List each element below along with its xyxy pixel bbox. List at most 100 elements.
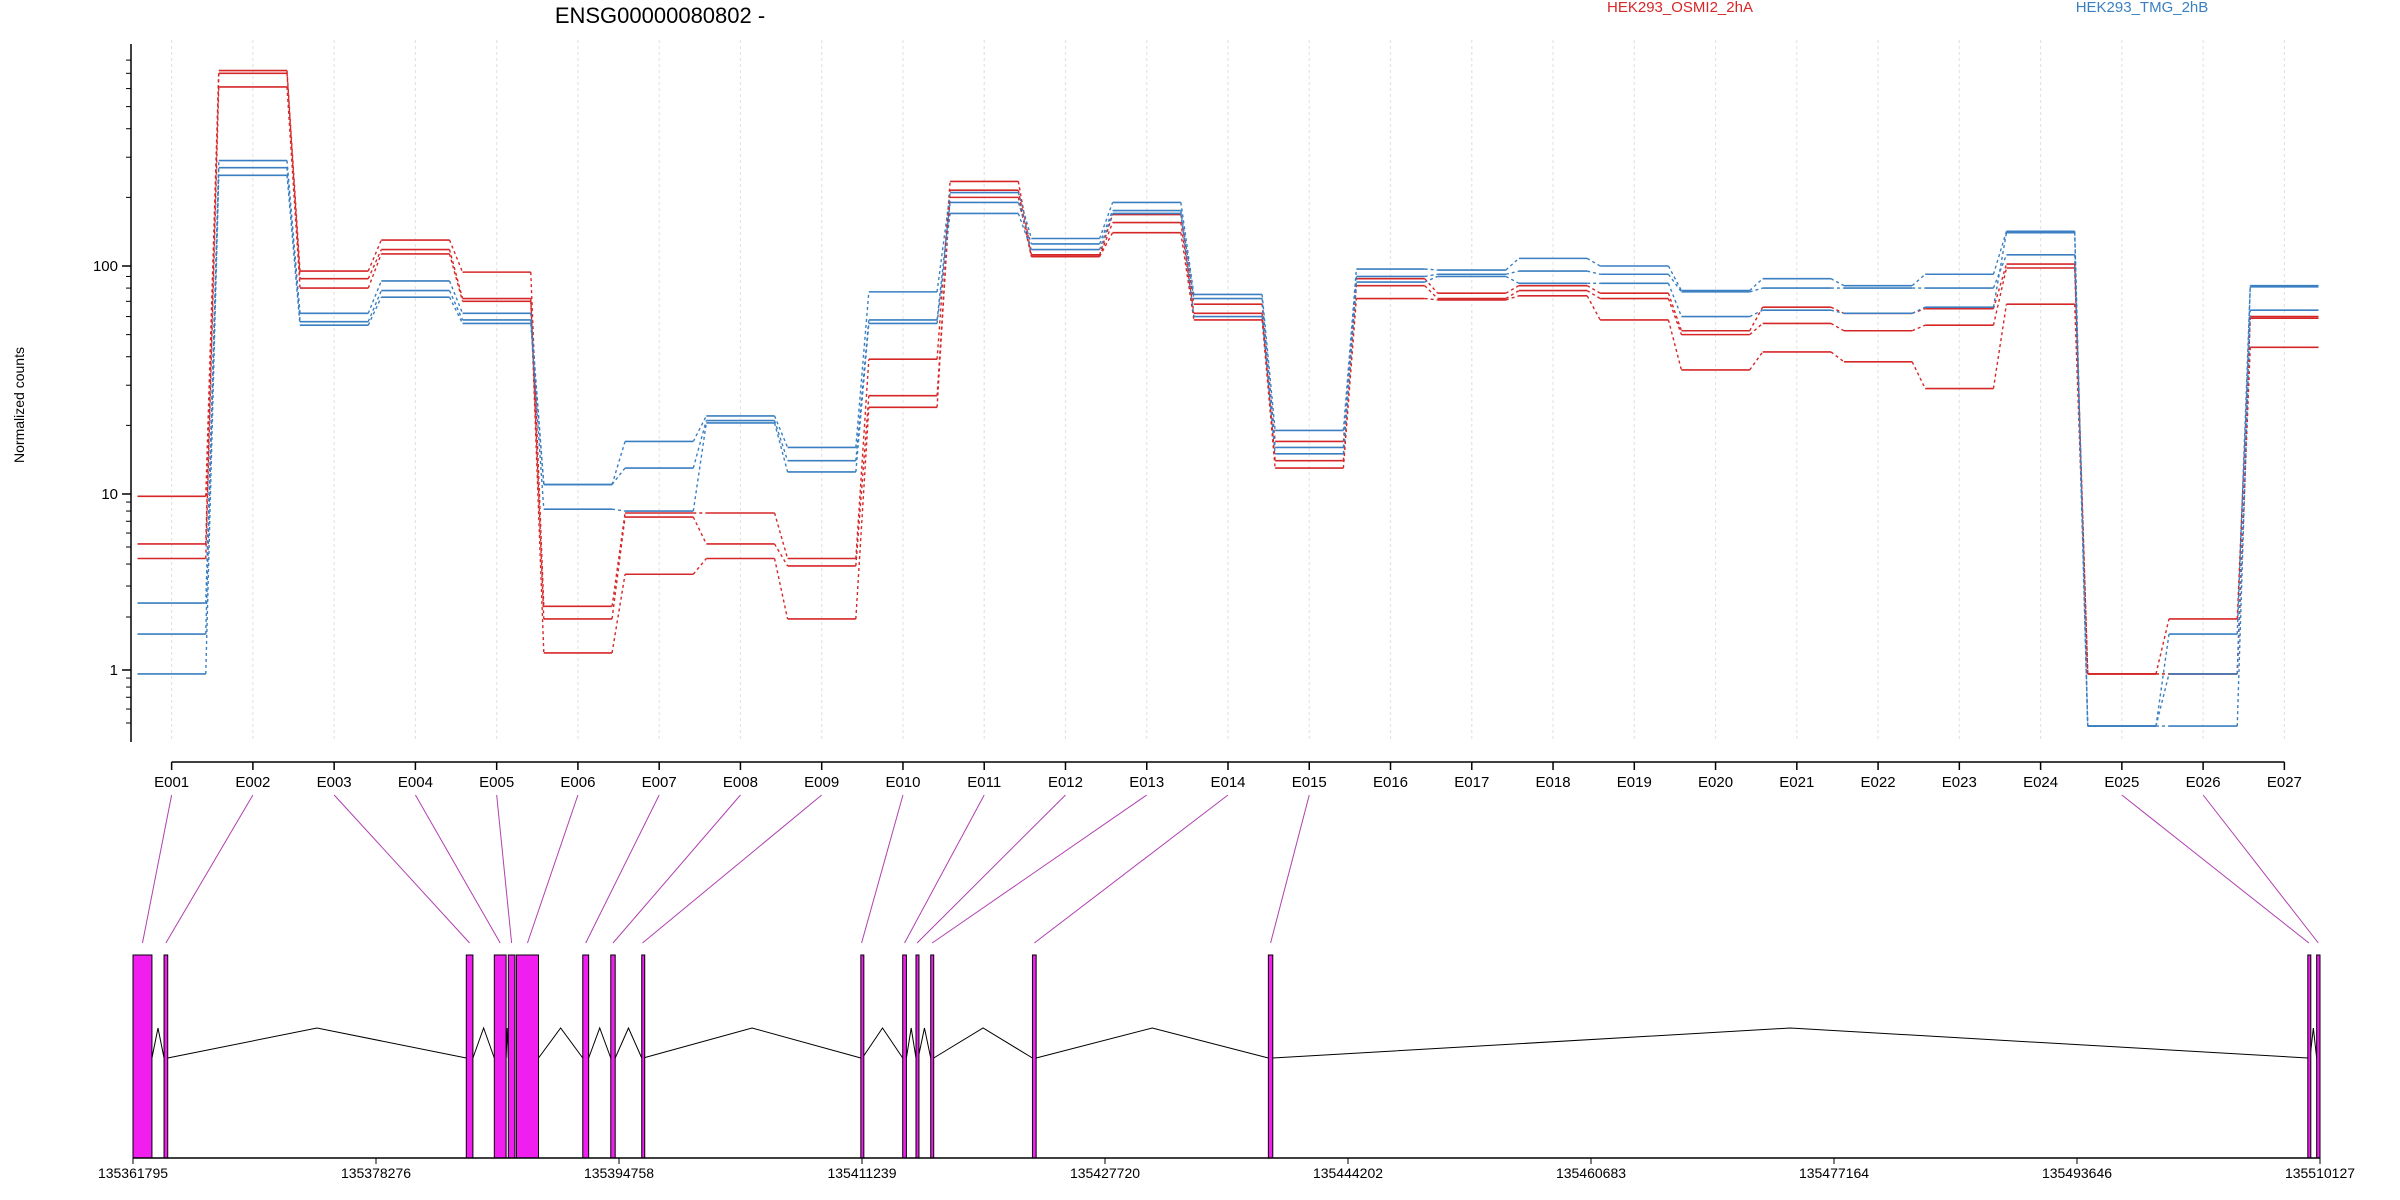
x-tick-label: E008 — [723, 774, 758, 791]
exon-connector — [414, 794, 501, 944]
x-tick-label: E018 — [1536, 774, 1571, 791]
x-tick-label: E002 — [235, 774, 270, 791]
series-connector — [1424, 285, 1439, 300]
exon-E015 — [1267, 954, 1274, 1159]
x-tick-label: E003 — [317, 774, 352, 791]
series-connector — [1911, 324, 1926, 332]
series-connector — [1098, 202, 1114, 239]
series-connector — [1180, 232, 1195, 321]
intron — [151, 1027, 165, 1059]
series-connector — [1830, 278, 1845, 287]
series-connector — [1586, 257, 1601, 267]
series-connector — [1098, 232, 1114, 257]
x-tick-label: E025 — [2104, 774, 2139, 791]
x-tick-label: E026 — [2186, 774, 2221, 791]
series-connector — [1992, 231, 2008, 275]
series-connector — [1586, 295, 1601, 321]
exon-E025 — [2307, 954, 2312, 1159]
exon-connector — [861, 794, 904, 944]
exon-E006 — [515, 954, 540, 1159]
series-connector — [205, 167, 220, 635]
legend-entry-osmi2: HEK293_OSMI2_2hA — [1607, 0, 1753, 16]
series-connector — [692, 558, 707, 575]
series-connector — [611, 516, 626, 620]
series-lines — [137, 69, 2319, 727]
series-connector — [773, 512, 789, 559]
series-connector — [1505, 285, 1520, 294]
exon-connector — [916, 794, 1066, 944]
x-tick-label: E021 — [1779, 774, 1814, 791]
series-connector — [367, 280, 382, 314]
intron — [905, 1027, 917, 1059]
series-connector — [1342, 298, 1358, 469]
x-tick-label: E004 — [398, 774, 433, 791]
exon-connector — [527, 794, 579, 944]
series-connector — [2074, 304, 2089, 674]
series-connector — [1261, 298, 1276, 448]
series-connector — [1505, 275, 1520, 284]
y-tick-label: 1 — [110, 662, 118, 679]
exon-connector — [1270, 794, 1310, 944]
series-connector — [367, 296, 382, 326]
series-connector — [286, 73, 301, 279]
series-6 — [137, 174, 2319, 727]
series-connector — [611, 574, 626, 654]
exon-connectors — [141, 794, 2319, 944]
series-connector — [205, 86, 220, 559]
series-connector — [1342, 268, 1358, 431]
x-tick-label: E010 — [885, 774, 920, 791]
series-connector — [855, 407, 870, 619]
exon-E012 — [915, 954, 920, 1159]
series-connector — [1830, 351, 1845, 363]
genomic-tick-label: 135378276 — [341, 1165, 411, 1181]
x-axis: E001 E002 E003 E004 E005 E006 E007 E008 E009 E010… — [154, 761, 2302, 791]
series-connector — [205, 175, 220, 674]
series-connector — [1261, 316, 1276, 454]
series-connector — [1424, 268, 1438, 271]
series-connector — [530, 301, 545, 653]
series-connector — [1749, 278, 1764, 292]
series-connector — [286, 175, 301, 326]
series-connector — [936, 192, 951, 292]
series-connector — [1586, 285, 1601, 294]
series-connector — [1992, 304, 2008, 389]
series-connector — [1261, 294, 1276, 431]
series-connector — [1911, 361, 1926, 389]
series-connector — [1098, 213, 1114, 250]
series-connector — [1667, 273, 1682, 293]
series-connector — [1017, 213, 1033, 250]
series-connector — [855, 359, 870, 559]
y-axis: 1 10 100 — [93, 44, 132, 742]
series-connector — [1017, 202, 1033, 245]
series-connector — [692, 422, 708, 512]
x-tick-label: E006 — [560, 774, 595, 791]
series-connector — [1505, 290, 1520, 300]
series-connector — [448, 253, 464, 302]
series-connector — [773, 422, 789, 473]
series-connector — [936, 202, 951, 321]
exon-E008 — [610, 954, 616, 1159]
x-tick-label: E019 — [1617, 774, 1652, 791]
exon-E007 — [582, 954, 590, 1159]
exon-connector — [2202, 794, 2319, 944]
series-connector — [2074, 232, 2089, 727]
x-tick-label: E013 — [1129, 774, 1164, 791]
exon-connector — [496, 794, 513, 944]
exon-connector — [2121, 794, 2310, 944]
series-connector — [1830, 306, 1845, 314]
intron — [167, 1027, 467, 1059]
exon-connector — [904, 794, 985, 944]
genomic-tick-label: 135411239 — [827, 1165, 896, 1181]
exon-E003 — [465, 954, 474, 1159]
chart-title: ENSG00000080802 - — [555, 3, 765, 28]
x-tick-label: E020 — [1698, 774, 1733, 791]
intron — [643, 1027, 861, 1059]
intron — [861, 1027, 904, 1059]
series-connector — [1830, 322, 1845, 332]
series-connector — [1667, 319, 1683, 371]
intron — [538, 1027, 584, 1059]
exon-E005 — [507, 954, 516, 1159]
series-connector — [773, 558, 789, 620]
series-connector — [530, 323, 545, 510]
